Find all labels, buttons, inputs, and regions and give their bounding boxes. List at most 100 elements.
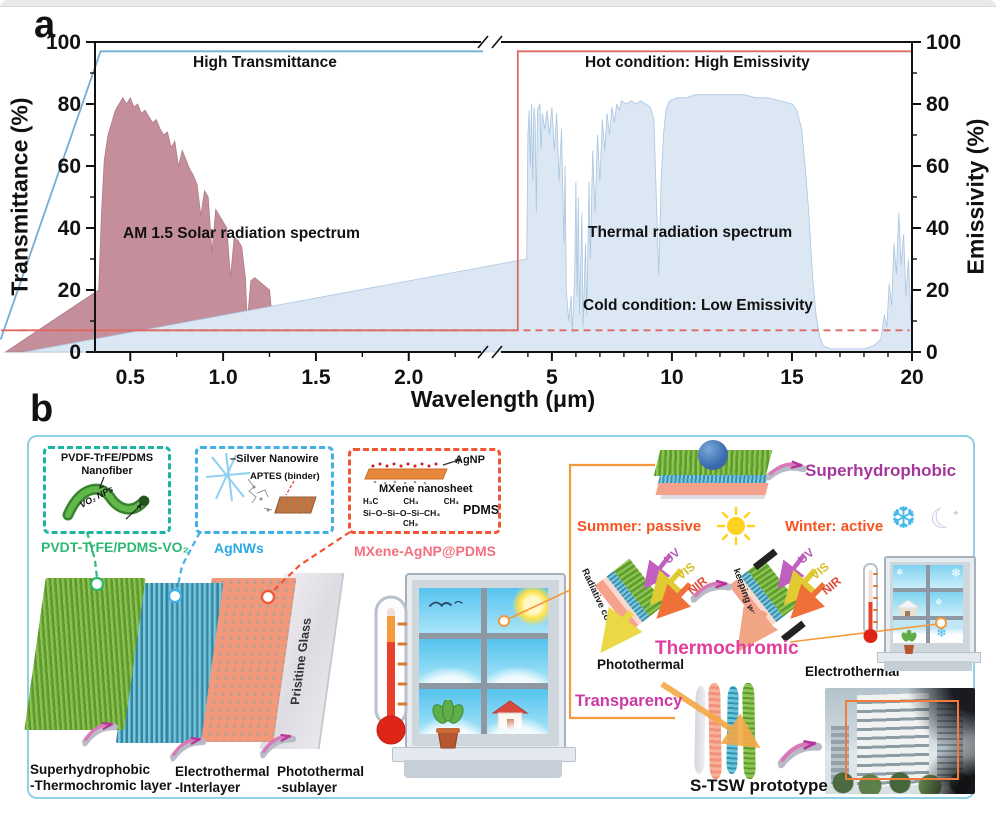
y-tick-label-left: 20 — [58, 279, 81, 302]
aptes-label: APTES (binder) — [250, 471, 320, 482]
photo-vignette — [825, 688, 975, 794]
snow-icon: ❄ — [950, 566, 961, 580]
y-tick-label-left: 100 — [46, 31, 81, 54]
axis-break-mark — [491, 35, 503, 49]
winter-window-sill-base — [884, 661, 972, 671]
agnp-label: AgNP — [455, 454, 485, 466]
page-top-edge — [0, 0, 996, 7]
window-pane — [486, 689, 548, 734]
summer-label: Summer: passive — [577, 518, 702, 535]
mxene-nanosheet-label: MXene nanosheet — [379, 483, 473, 495]
nanofiber-title-line2: Nanofiber — [81, 465, 133, 478]
proto-layer-glass — [694, 685, 706, 775]
pdms-label: PDMS — [463, 503, 500, 517]
winter-pane: ❄ — [930, 592, 963, 616]
mini-stack-salmon — [655, 483, 769, 495]
annotation-cold-condition: Cold condition: Low Emissivity — [583, 297, 813, 314]
layer1-label: Superhydrophobic -Thermochromic layer — [30, 762, 172, 793]
nanofiber-title-line1: PVDF-TrFE/PDMS — [60, 452, 154, 464]
prototype-label: S-TSW prototype — [690, 776, 828, 795]
snow-icon: ❄ — [935, 597, 943, 608]
annotation-hot-condition: Hot condition: High Emissivity — [585, 54, 810, 71]
y-tick-label-left: 0 — [69, 341, 81, 364]
x-axis-title: Wavelength (μm) — [410, 386, 596, 412]
chem-group: CH₃ — [403, 497, 419, 506]
electrothermal-label: Electrothermal — [805, 664, 900, 679]
swoosh-arrow-icon — [766, 458, 808, 482]
y-tick-label-left: 40 — [58, 217, 81, 240]
x-tick-label: 2.0 — [394, 366, 423, 389]
y-tick-label-right: 60 — [926, 155, 949, 178]
photothermal-label: Photothermal — [597, 657, 685, 672]
y-tick-label-right: 100 — [926, 31, 961, 54]
snow-icon: ❄ — [896, 567, 904, 577]
mxene-box: AgNP MXene nanosheet H₃C CH₃ CH₃ Si–O–Si… — [348, 448, 501, 534]
panel-b-label: b — [30, 388, 54, 430]
layer2-line1: Electrothermal — [175, 764, 270, 779]
y-tick-label-left: 60 — [58, 155, 81, 178]
series-line-2 — [0, 50, 483, 340]
chem-group-bottom: CH₃ — [403, 519, 419, 528]
axis-break-mark — [477, 345, 489, 359]
mxene-nanosheet-graphic — [364, 458, 462, 485]
annotation-high-transmittance: High Transmittance — [193, 54, 337, 71]
x-tick-label: 1.0 — [208, 366, 237, 389]
window-pane — [419, 588, 481, 633]
pdms-backbone: Si–O–Si–O–Si–CH₃ — [363, 508, 441, 518]
snowflake-icon: ❆ — [891, 502, 917, 535]
x-tick-label: 10 — [660, 366, 683, 389]
layer1-line1: Superhydrophobic — [30, 762, 151, 777]
x-tick-label: 15 — [780, 366, 804, 389]
y-tick-label-right: 40 — [926, 217, 949, 240]
x-tick-label: 20 — [900, 366, 923, 389]
layer3-label: Photothermal -sublayer — [277, 764, 364, 795]
y-tick-label-right: 80 — [926, 93, 949, 116]
series-area-1 — [24, 94, 913, 353]
potted-plant-icon — [432, 700, 464, 749]
transparency-label: Transparency — [575, 692, 683, 710]
winter-plant-icon — [901, 630, 917, 654]
moon-sparkle-icon: ✦ — [952, 508, 960, 518]
x-tick-label: 0.5 — [116, 366, 146, 389]
winter-pane: ❄ — [930, 565, 963, 589]
thermometer-hot — [374, 595, 408, 745]
layer2-label: Electrothermal -Interlayer — [175, 764, 270, 795]
nanofiber-caption: PVDT-TrFE/PDMS-VO₂ — [41, 539, 189, 555]
y-axis-title-right: Emissivity (%) — [962, 118, 989, 275]
sun-icon — [512, 588, 548, 626]
prototype-view-photo — [825, 688, 975, 794]
layer1-line2: -Thermochromic layer — [30, 777, 172, 793]
series-line-3 — [1, 50, 912, 332]
water-droplet-icon — [698, 440, 728, 470]
chem-group: H₃C — [363, 497, 379, 506]
panel-a-label: a — [34, 4, 56, 46]
layer3-line2: -sublayer — [277, 779, 338, 795]
axis-break-mark — [477, 35, 489, 49]
y-tick-label-right: 0 — [926, 341, 938, 364]
chem-group: CH₃ — [443, 497, 459, 506]
winter-pane: ❄ — [893, 565, 926, 589]
y-tick-label-left: 80 — [58, 93, 81, 116]
silver-nanowire-graphic — [205, 453, 317, 514]
proto-layer-green — [742, 682, 756, 780]
thermometer-cold — [863, 563, 878, 643]
snowy-house-icon — [894, 599, 922, 616]
layer2-line2: -Interlayer — [175, 779, 241, 795]
winter-pane — [893, 592, 926, 616]
pdms-chem-top: H₃C CH₃ CH₃ — [363, 497, 459, 506]
summer-sun-icon — [716, 506, 756, 546]
proto-layer-blue — [726, 685, 739, 775]
superhydrophobic-label: Superhydrophobic — [805, 461, 957, 480]
birds-icon — [429, 600, 463, 607]
nanofiber-box: PVDF-TrFE/PDMS Nanofiber VO₂ NPs — [43, 446, 171, 534]
x-tick-label: 5 — [546, 366, 558, 389]
mxene-caption: MXene-AgNP@PDMS — [354, 543, 496, 559]
photo-highlight-rect — [845, 700, 959, 780]
snow-icon-blue: ❄ — [936, 624, 947, 640]
y-axis-title-left: Transmittance (%) — [6, 97, 33, 296]
y-tick-label-right: 20 — [926, 279, 949, 302]
nanofiber-graphic — [62, 476, 150, 521]
window-sill-base — [404, 760, 562, 778]
annotation-solar-spectrum: AM 1.5 Solar radiation spectrum — [123, 225, 360, 242]
silver-nanowire-box: –Silver Nanowire APTES (binder) — [195, 446, 334, 534]
